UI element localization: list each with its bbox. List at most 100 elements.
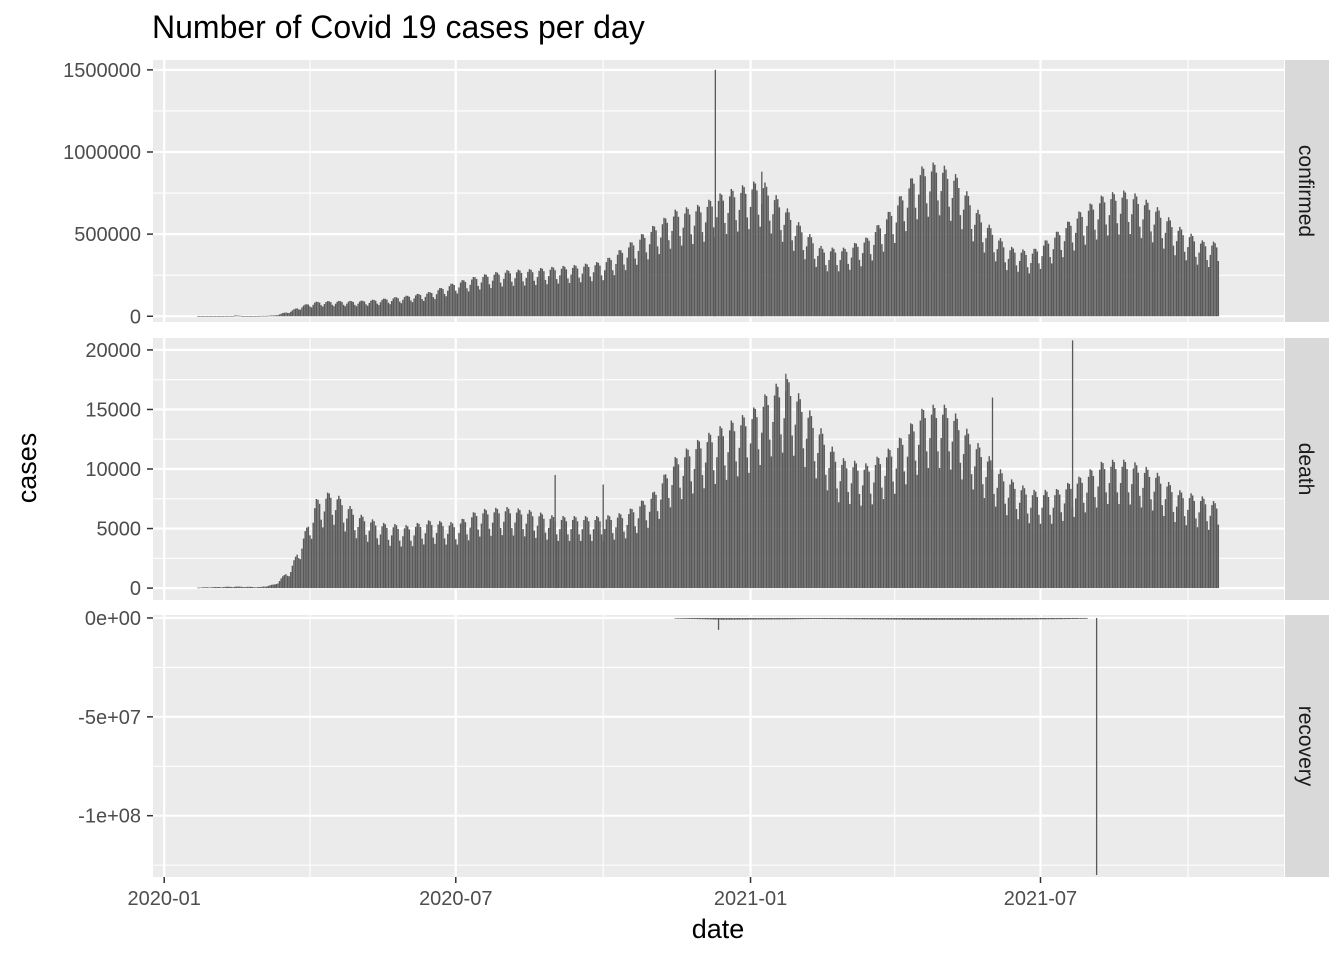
bar bbox=[1187, 509, 1189, 589]
bar bbox=[512, 535, 515, 589]
bar bbox=[387, 539, 390, 589]
bar bbox=[592, 529, 595, 589]
bar bbox=[1030, 263, 1032, 317]
bar bbox=[1010, 479, 1013, 589]
bar bbox=[1156, 472, 1159, 589]
bar bbox=[927, 216, 930, 317]
bar bbox=[487, 514, 489, 589]
bar bbox=[352, 302, 354, 317]
bar bbox=[908, 434, 910, 589]
bar bbox=[926, 451, 928, 589]
bar bbox=[913, 431, 915, 589]
bar bbox=[709, 434, 712, 589]
bar bbox=[959, 215, 962, 317]
bar bbox=[243, 316, 246, 317]
bar bbox=[990, 228, 992, 317]
bar bbox=[330, 497, 332, 589]
bar bbox=[720, 194, 723, 317]
bar bbox=[1028, 617, 1031, 620]
bar bbox=[893, 242, 896, 317]
bar bbox=[1094, 497, 1096, 589]
bar bbox=[536, 525, 539, 589]
bar bbox=[440, 522, 443, 589]
bar bbox=[515, 272, 518, 317]
bar bbox=[847, 263, 849, 317]
bar bbox=[663, 474, 665, 589]
bar bbox=[765, 186, 768, 317]
bar bbox=[746, 217, 749, 317]
bar bbox=[1038, 263, 1040, 317]
bar bbox=[986, 461, 989, 589]
bar bbox=[841, 617, 843, 620]
bar bbox=[881, 617, 883, 620]
bar bbox=[392, 298, 395, 317]
bar bbox=[741, 415, 744, 589]
bar bbox=[647, 259, 649, 317]
bar bbox=[1139, 495, 1141, 589]
bar bbox=[946, 178, 949, 317]
bar bbox=[839, 481, 841, 589]
bar bbox=[384, 524, 387, 589]
bar bbox=[640, 234, 643, 317]
bar bbox=[916, 219, 918, 317]
bar bbox=[480, 282, 483, 317]
bar bbox=[765, 617, 768, 620]
bar bbox=[405, 525, 407, 589]
bar bbox=[802, 448, 805, 589]
bar bbox=[685, 207, 688, 317]
bar bbox=[970, 474, 973, 589]
bar bbox=[233, 315, 236, 317]
bar bbox=[829, 451, 832, 589]
bar bbox=[1063, 241, 1066, 317]
bar bbox=[860, 266, 862, 317]
bar bbox=[1164, 499, 1167, 589]
bar bbox=[219, 316, 222, 317]
bar bbox=[749, 617, 752, 620]
bar bbox=[1171, 227, 1173, 317]
bar bbox=[241, 316, 244, 317]
bar bbox=[724, 222, 726, 317]
bar bbox=[1071, 617, 1074, 619]
bar bbox=[1169, 485, 1171, 589]
bar bbox=[229, 315, 231, 317]
bar bbox=[823, 444, 825, 589]
bar bbox=[805, 246, 808, 317]
bar bbox=[315, 499, 318, 589]
bar bbox=[895, 468, 898, 589]
bar bbox=[868, 617, 870, 620]
bar bbox=[825, 617, 827, 620]
bar bbox=[1190, 493, 1192, 589]
bar bbox=[873, 617, 875, 620]
bar bbox=[712, 617, 715, 620]
bar bbox=[248, 316, 250, 317]
bar bbox=[1150, 231, 1152, 317]
bar bbox=[874, 232, 877, 317]
facet-panels: 050000010000001500000confirmed0500010000… bbox=[63, 60, 1329, 877]
bar bbox=[890, 456, 893, 589]
bar bbox=[951, 617, 954, 620]
bar bbox=[942, 172, 944, 317]
bar bbox=[703, 241, 705, 317]
bar bbox=[938, 468, 941, 589]
bar bbox=[820, 617, 822, 620]
bar bbox=[235, 586, 238, 589]
bar bbox=[1183, 251, 1186, 317]
bar bbox=[988, 617, 990, 620]
bar bbox=[509, 273, 511, 317]
bar bbox=[918, 444, 920, 589]
bar bbox=[1009, 250, 1011, 317]
bar bbox=[964, 435, 966, 589]
bar bbox=[892, 234, 894, 317]
bar bbox=[740, 425, 742, 589]
bar bbox=[382, 298, 385, 317]
bar bbox=[517, 269, 519, 317]
bar bbox=[456, 293, 459, 317]
bar bbox=[906, 617, 909, 620]
bar bbox=[885, 219, 888, 317]
bar bbox=[1017, 617, 1019, 620]
bar bbox=[1150, 499, 1152, 589]
bar bbox=[1073, 250, 1075, 317]
bar bbox=[704, 222, 707, 317]
bar bbox=[469, 284, 471, 317]
